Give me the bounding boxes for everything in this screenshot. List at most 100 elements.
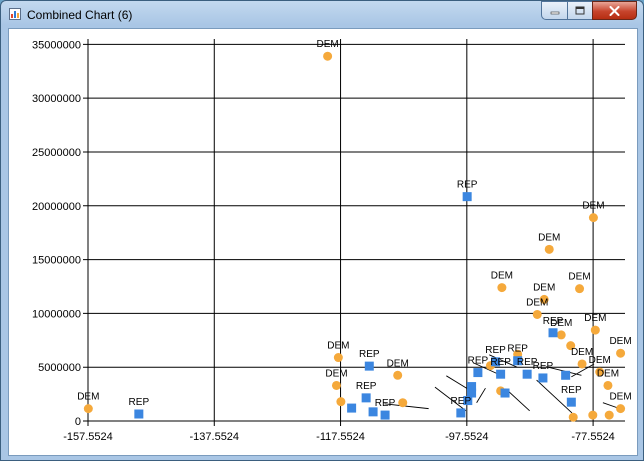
dem-point [331,380,341,390]
x-tick-label: -97.5524 [445,431,488,443]
dem-point [604,410,614,420]
dem-point [603,380,613,390]
point-label: DEM [317,39,339,50]
minimize-button[interactable] [541,1,567,20]
rep-point [491,357,501,367]
point-label: DEM [609,336,631,347]
point-label: DEM [327,341,349,352]
point-label: REP [451,396,472,407]
dem-point [577,359,587,369]
dem-point [398,398,408,408]
point-label: DEM [77,392,99,403]
axes [87,39,625,422]
grid-lines [83,39,625,426]
point-label: DEM [387,358,409,369]
dem-point [393,370,403,380]
y-tick-label: 5000000 [38,362,81,374]
point-label: REP [533,361,554,372]
x-tick-label: -137.5524 [190,431,240,443]
leader-line [489,354,518,368]
x-tick-label: -117.5524 [316,431,365,443]
point-label: DEM [584,313,606,324]
app-icon [9,8,21,20]
leader-line [536,379,573,414]
y-tick-label: 35000000 [32,39,81,51]
point-label: DEM [538,232,560,243]
dem-point [539,294,549,304]
rep-point [561,370,571,380]
close-icon [609,5,620,16]
leader-line [476,387,486,403]
dem-point [595,367,605,377]
minimize-icon [550,11,559,14]
leader-line [505,388,530,412]
dem-point [588,410,598,420]
point-label: REP [457,180,478,191]
rep-point [500,388,510,398]
rep-point [462,192,472,202]
dem-point [83,404,93,414]
y-tick-label: 20000000 [32,201,81,213]
rep-point [361,393,371,403]
leader-line [384,403,429,410]
rep-point [463,396,473,406]
x-tick-label: -157.5524 [63,431,113,443]
rep-point [513,356,523,366]
point-label: DEM [526,297,548,308]
point-label: REP [517,357,538,368]
point-labels: DEMDEMDEMDEMDEMDEMDEMDEMDEMDEMDEMDEMDEMD… [77,39,631,409]
title-bar[interactable]: Combined Chart (6) [1,1,643,28]
point-label: DEM [597,368,619,379]
point-label: DEM [609,392,631,403]
rep-point [473,368,483,378]
point-label: DEM [533,282,555,293]
rep-point [566,397,576,407]
y-tick-label: 15000000 [32,255,81,267]
point-label: DEM [582,201,604,212]
leader-line [571,363,595,378]
dem-point [333,353,343,363]
y-tick-label: 10000000 [32,308,81,320]
dem-point [568,412,578,422]
x-tick-label: -77.5524 [571,431,614,443]
dem-point [323,51,333,61]
data-points [83,51,626,422]
dem-point [616,348,626,358]
point-label: DEM [325,368,347,379]
dem-point [532,309,542,319]
point-label: REP [375,398,396,409]
point-label: DEM [589,355,611,366]
rep-point [548,328,558,338]
rep-point [364,361,374,371]
window-title: Combined Chart (6) [27,8,133,22]
y-tick-label: 25000000 [32,147,81,159]
close-button[interactable] [592,1,637,20]
dem-point [497,283,507,293]
rep-point [347,403,357,413]
dem-point [336,397,346,407]
chart-area: -157.5524 -137.5524 -117.5524 -97.5524 -77.5… [8,28,638,456]
leader-line [446,375,472,392]
dem-point [556,330,566,340]
rep-point [538,373,548,383]
rep-point [368,407,378,417]
point-label: REP [129,397,150,408]
rep-point [496,369,506,379]
point-label: REP [561,385,582,396]
dem-point [616,404,626,414]
point-label: REP [356,381,377,392]
y-tick-label: 0 [75,416,81,428]
rep-point [134,409,144,419]
y-tick-label: 30000000 [32,93,81,105]
window-controls [541,1,637,20]
point-label: DEM [550,318,572,329]
maximize-button[interactable] [567,1,592,20]
dem-point [566,341,576,351]
rep-point [380,410,390,420]
point-label: REP [485,345,506,356]
dem-point [575,284,585,294]
point-label: REP [468,356,489,367]
tick-labels: -157.5524 -137.5524 -117.5524 -97.5524 -77.5… [32,39,615,443]
rep-point [467,388,477,398]
